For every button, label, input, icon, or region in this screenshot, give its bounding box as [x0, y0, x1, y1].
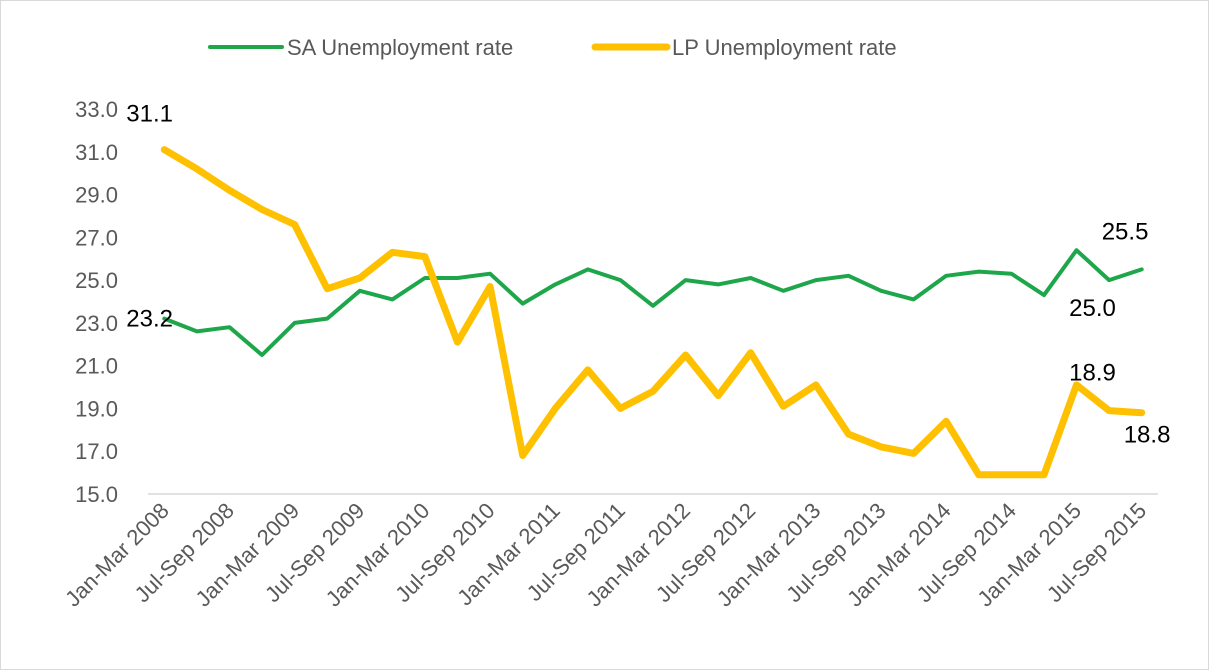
y-tick-label: 23.0 [75, 311, 118, 336]
y-tick-label: 21.0 [75, 354, 118, 379]
series-line-lp [160, 146, 1146, 479]
legend: SA Unemployment rate LP Unemployment rate [208, 35, 897, 60]
y-tick-label: 25.0 [75, 268, 118, 293]
data-label: 23.2 [126, 306, 173, 333]
legend-label: SA Unemployment rate [287, 35, 513, 60]
data-label: 18.8 [1124, 422, 1171, 449]
y-tick-label: 27.0 [75, 225, 118, 250]
legend-item-lp: LP Unemployment rate [591, 35, 897, 60]
data-label: 31.1 [126, 101, 173, 128]
y-tick-label: 33.0 [75, 97, 118, 122]
y-tick-label: 19.0 [75, 396, 118, 421]
data-label: 18.9 [1069, 360, 1116, 387]
y-tick-label: 17.0 [75, 439, 118, 464]
series-lines [160, 146, 1146, 479]
legend-item-sa: SA Unemployment rate [208, 35, 513, 60]
series-line-sa [162, 248, 1144, 357]
y-tick-label: 15.0 [75, 482, 118, 507]
data-label: 25.0 [1069, 295, 1116, 322]
legend-label: LP Unemployment rate [672, 35, 897, 60]
data-label: 25.5 [1102, 218, 1149, 245]
data-labels: 23.2 25.0 25.5 31.1 18.9 18.8 [126, 101, 1170, 449]
y-tick-label: 29.0 [75, 183, 118, 208]
y-tick-label: 31.0 [75, 140, 118, 165]
y-axis: 15.0 17.0 19.0 21.0 23.0 25.0 27.0 29.0 31.0 33.0 [75, 97, 118, 507]
